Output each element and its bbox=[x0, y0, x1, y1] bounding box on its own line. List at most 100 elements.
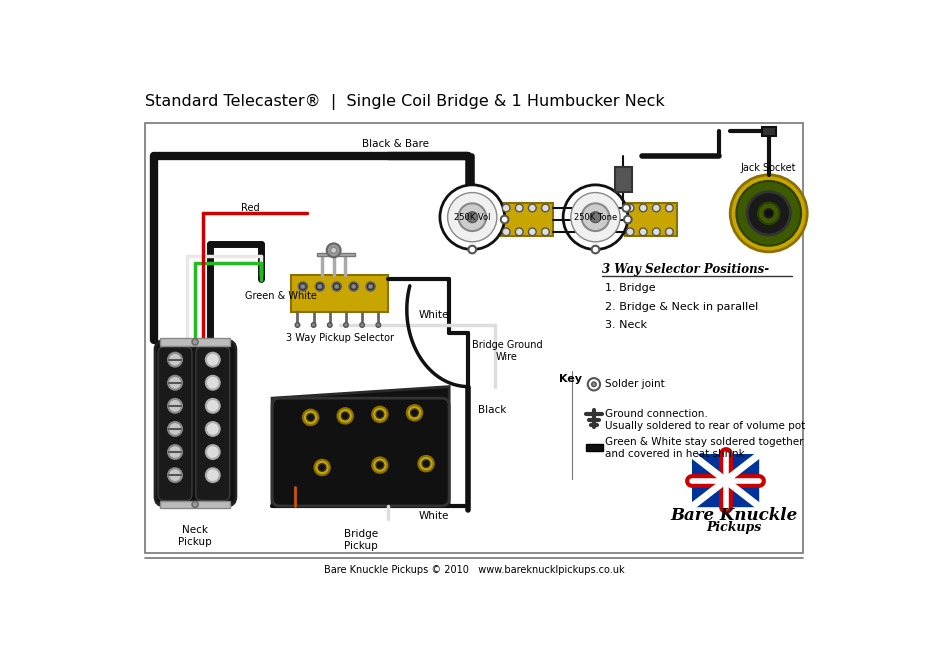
Circle shape bbox=[467, 212, 478, 223]
Circle shape bbox=[501, 215, 508, 223]
Circle shape bbox=[758, 202, 780, 224]
Circle shape bbox=[351, 284, 356, 289]
Circle shape bbox=[369, 284, 373, 289]
Circle shape bbox=[529, 204, 536, 212]
Bar bbox=[501, 203, 553, 236]
Circle shape bbox=[542, 204, 549, 212]
Circle shape bbox=[624, 215, 632, 223]
Circle shape bbox=[372, 407, 388, 422]
Text: 3. Neck: 3. Neck bbox=[606, 320, 647, 330]
Circle shape bbox=[666, 228, 673, 236]
Bar bbox=[615, 167, 632, 192]
Circle shape bbox=[407, 405, 422, 421]
Circle shape bbox=[639, 228, 647, 236]
Circle shape bbox=[349, 282, 358, 291]
Circle shape bbox=[331, 247, 337, 253]
Text: Bare Knuckle Pickups © 2010   www.bareknucklpickups.co.uk: Bare Knuckle Pickups © 2010 www.bareknuc… bbox=[324, 565, 625, 575]
Circle shape bbox=[318, 284, 322, 289]
Text: 250K Vol: 250K Vol bbox=[454, 213, 491, 221]
Bar bbox=[292, 275, 388, 312]
Circle shape bbox=[303, 409, 319, 425]
Text: Bare Knuckle: Bare Knuckle bbox=[670, 508, 797, 525]
Circle shape bbox=[376, 461, 383, 469]
Circle shape bbox=[327, 244, 341, 257]
Text: Jack Socket: Jack Socket bbox=[741, 162, 796, 172]
Text: Black: Black bbox=[478, 405, 506, 415]
Text: Key: Key bbox=[558, 374, 582, 384]
Circle shape bbox=[206, 353, 219, 367]
FancyBboxPatch shape bbox=[195, 346, 230, 500]
Text: White: White bbox=[419, 310, 449, 320]
Text: Standard Telecaster®  |  Single Coil Bridge & 1 Humbucker Neck: Standard Telecaster® | Single Coil Bridg… bbox=[145, 94, 665, 109]
Bar bbox=[586, 443, 603, 451]
Text: Pickups: Pickups bbox=[707, 521, 762, 534]
Circle shape bbox=[592, 382, 596, 386]
Text: Green & White: Green & White bbox=[245, 291, 317, 301]
Circle shape bbox=[590, 212, 601, 223]
FancyBboxPatch shape bbox=[155, 341, 236, 506]
Circle shape bbox=[622, 204, 630, 212]
Circle shape bbox=[344, 323, 348, 328]
Circle shape bbox=[169, 468, 182, 482]
Circle shape bbox=[328, 323, 332, 328]
Circle shape bbox=[502, 204, 510, 212]
Text: 1. Bridge: 1. Bridge bbox=[606, 283, 657, 293]
Circle shape bbox=[206, 376, 219, 390]
Circle shape bbox=[570, 193, 620, 242]
Bar bbox=[692, 455, 759, 507]
Circle shape bbox=[366, 282, 375, 291]
Circle shape bbox=[592, 246, 599, 253]
Circle shape bbox=[169, 376, 182, 390]
Circle shape bbox=[639, 204, 647, 212]
Bar bbox=[692, 455, 759, 507]
Text: 2. Bridge & Neck in parallel: 2. Bridge & Neck in parallel bbox=[606, 301, 758, 312]
Text: Green & White stay soldered together
and covered in heat shrink: Green & White stay soldered together and… bbox=[606, 438, 804, 459]
Circle shape bbox=[169, 422, 182, 436]
Circle shape bbox=[315, 282, 324, 291]
Circle shape bbox=[529, 228, 536, 236]
Circle shape bbox=[469, 246, 476, 253]
Bar bbox=[160, 338, 231, 346]
Circle shape bbox=[747, 192, 790, 235]
Circle shape bbox=[206, 422, 219, 436]
Circle shape bbox=[337, 408, 353, 424]
Circle shape bbox=[334, 284, 339, 289]
Text: Ground connection.
Usually soldered to rear of volume pot: Ground connection. Usually soldered to r… bbox=[606, 409, 806, 430]
Text: Black & Bare: Black & Bare bbox=[362, 140, 429, 149]
Circle shape bbox=[206, 445, 219, 459]
Circle shape bbox=[295, 323, 300, 328]
Circle shape bbox=[376, 323, 381, 328]
Polygon shape bbox=[272, 386, 449, 506]
Circle shape bbox=[315, 460, 330, 475]
Circle shape bbox=[458, 203, 486, 231]
Text: Bridge
Pickup: Bridge Pickup bbox=[344, 529, 378, 551]
Circle shape bbox=[169, 445, 182, 459]
Circle shape bbox=[666, 204, 673, 212]
Circle shape bbox=[582, 203, 609, 231]
Text: Red: Red bbox=[242, 203, 260, 213]
Circle shape bbox=[502, 228, 510, 236]
Text: Solder joint: Solder joint bbox=[606, 379, 665, 389]
Circle shape bbox=[588, 378, 600, 390]
Circle shape bbox=[169, 399, 182, 413]
FancyBboxPatch shape bbox=[158, 346, 192, 500]
Text: 250K Tone: 250K Tone bbox=[574, 213, 617, 221]
Circle shape bbox=[192, 339, 198, 345]
Circle shape bbox=[542, 228, 549, 236]
Circle shape bbox=[342, 412, 349, 420]
Circle shape bbox=[192, 501, 198, 508]
Text: Neck
Pickup: Neck Pickup bbox=[178, 525, 212, 547]
Bar bbox=[625, 203, 677, 236]
Circle shape bbox=[311, 323, 316, 328]
Text: White: White bbox=[419, 511, 449, 521]
Circle shape bbox=[332, 282, 342, 291]
Circle shape bbox=[736, 181, 801, 246]
Text: 3 Way Selector Positions-: 3 Way Selector Positions- bbox=[602, 263, 769, 276]
Circle shape bbox=[653, 228, 660, 236]
Bar bbox=[145, 123, 804, 553]
Circle shape bbox=[206, 468, 219, 482]
Circle shape bbox=[653, 204, 660, 212]
Circle shape bbox=[626, 228, 634, 236]
Circle shape bbox=[422, 460, 430, 468]
Circle shape bbox=[298, 282, 307, 291]
